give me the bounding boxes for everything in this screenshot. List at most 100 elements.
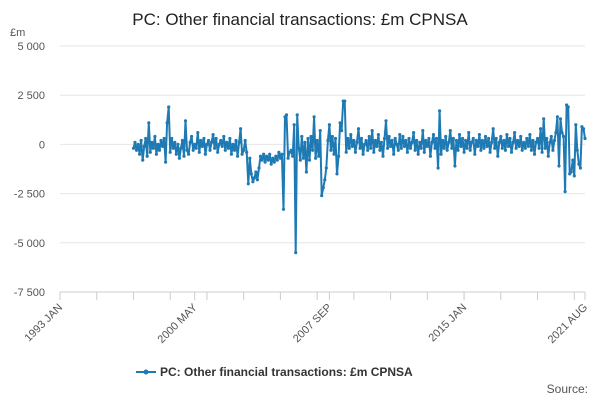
data-point (500, 146, 504, 150)
data-point (499, 134, 503, 139)
data-point (133, 140, 137, 144)
data-point (347, 146, 351, 150)
data-point (144, 136, 148, 141)
data-point (519, 134, 523, 139)
data-point (205, 142, 209, 146)
x-axis-ticks: 1993 JAN 2000 MAY 2007 SEP 2015 JAN 2021 AUG (22, 292, 590, 346)
data-point (188, 140, 192, 144)
data-point (274, 154, 278, 158)
data-point (359, 136, 364, 141)
data-point (442, 146, 446, 150)
data-point (237, 140, 241, 144)
data-point (286, 156, 290, 160)
data-point (151, 146, 155, 150)
data-point (134, 148, 139, 152)
data-point (526, 144, 531, 148)
data-point (162, 136, 166, 141)
data-point (213, 146, 217, 150)
data-point (548, 140, 552, 144)
x-tick-label: 2021 AUG (546, 302, 590, 346)
data-point (505, 133, 509, 137)
data-point (366, 148, 370, 152)
data-point (537, 146, 541, 150)
data-point (258, 154, 263, 158)
data-point (416, 152, 420, 156)
data-point (344, 150, 348, 154)
data-point (289, 148, 293, 152)
gridlines (60, 45, 585, 293)
data-point (211, 133, 215, 137)
data-point (367, 134, 371, 139)
data-point (254, 170, 258, 174)
data-point (317, 154, 321, 158)
data-point (422, 150, 426, 154)
data-point (284, 113, 289, 117)
data-point (441, 138, 445, 143)
data-point (176, 142, 180, 146)
data-point (376, 133, 380, 137)
data-point (292, 123, 296, 127)
data-point (461, 136, 465, 141)
data-point (476, 144, 480, 148)
data-point (159, 138, 163, 143)
data-point (421, 129, 425, 133)
data-point (304, 170, 308, 174)
y-tick-label: 5 000 (17, 41, 45, 53)
data-point (450, 146, 454, 150)
data-point (381, 154, 385, 158)
data-point (251, 180, 255, 184)
data-point (214, 136, 218, 141)
data-point (543, 146, 547, 150)
data-point (314, 156, 318, 160)
data-point (551, 148, 555, 152)
data-point (531, 138, 535, 143)
data-point (557, 164, 561, 168)
data-point (451, 136, 455, 141)
data-point (349, 133, 353, 137)
data-point (542, 117, 546, 121)
data-point (522, 140, 526, 144)
data-point (268, 152, 272, 156)
data-point (330, 134, 334, 139)
data-point (262, 152, 266, 156)
data-point (153, 134, 157, 139)
data-point (157, 148, 162, 152)
data-point (266, 158, 270, 162)
data-point (436, 166, 440, 170)
plot-area (131, 99, 587, 255)
data-point (386, 146, 390, 150)
data-point (248, 156, 252, 160)
data-point (497, 140, 501, 144)
data-point (395, 142, 399, 146)
data-point (487, 136, 491, 141)
data-point (583, 136, 587, 141)
data-point (182, 154, 186, 158)
data-point (177, 156, 181, 160)
x-tick-label: 2007 SEP (291, 302, 335, 346)
data-point (438, 109, 442, 113)
legend[interactable]: PC: Other financial transactions: £m CPN… (136, 365, 413, 379)
data-point (419, 146, 423, 150)
data-point (173, 140, 177, 144)
data-point (193, 142, 197, 146)
data-point (180, 138, 184, 143)
data-point (578, 166, 583, 170)
x-tick-label: 2015 JAN (427, 302, 470, 345)
data-point (529, 148, 534, 152)
data-point (208, 148, 212, 152)
data-point (139, 138, 143, 143)
data-point (465, 146, 469, 150)
data-point (370, 129, 374, 133)
data-point (513, 131, 517, 135)
data-point (471, 136, 475, 141)
data-point (389, 144, 393, 148)
data-point (444, 134, 448, 139)
data-point (384, 119, 388, 123)
data-point (245, 150, 249, 154)
data-point (379, 140, 383, 144)
data-point (167, 105, 171, 109)
data-point (229, 152, 233, 156)
data-point (252, 176, 256, 180)
data-point (356, 127, 361, 131)
